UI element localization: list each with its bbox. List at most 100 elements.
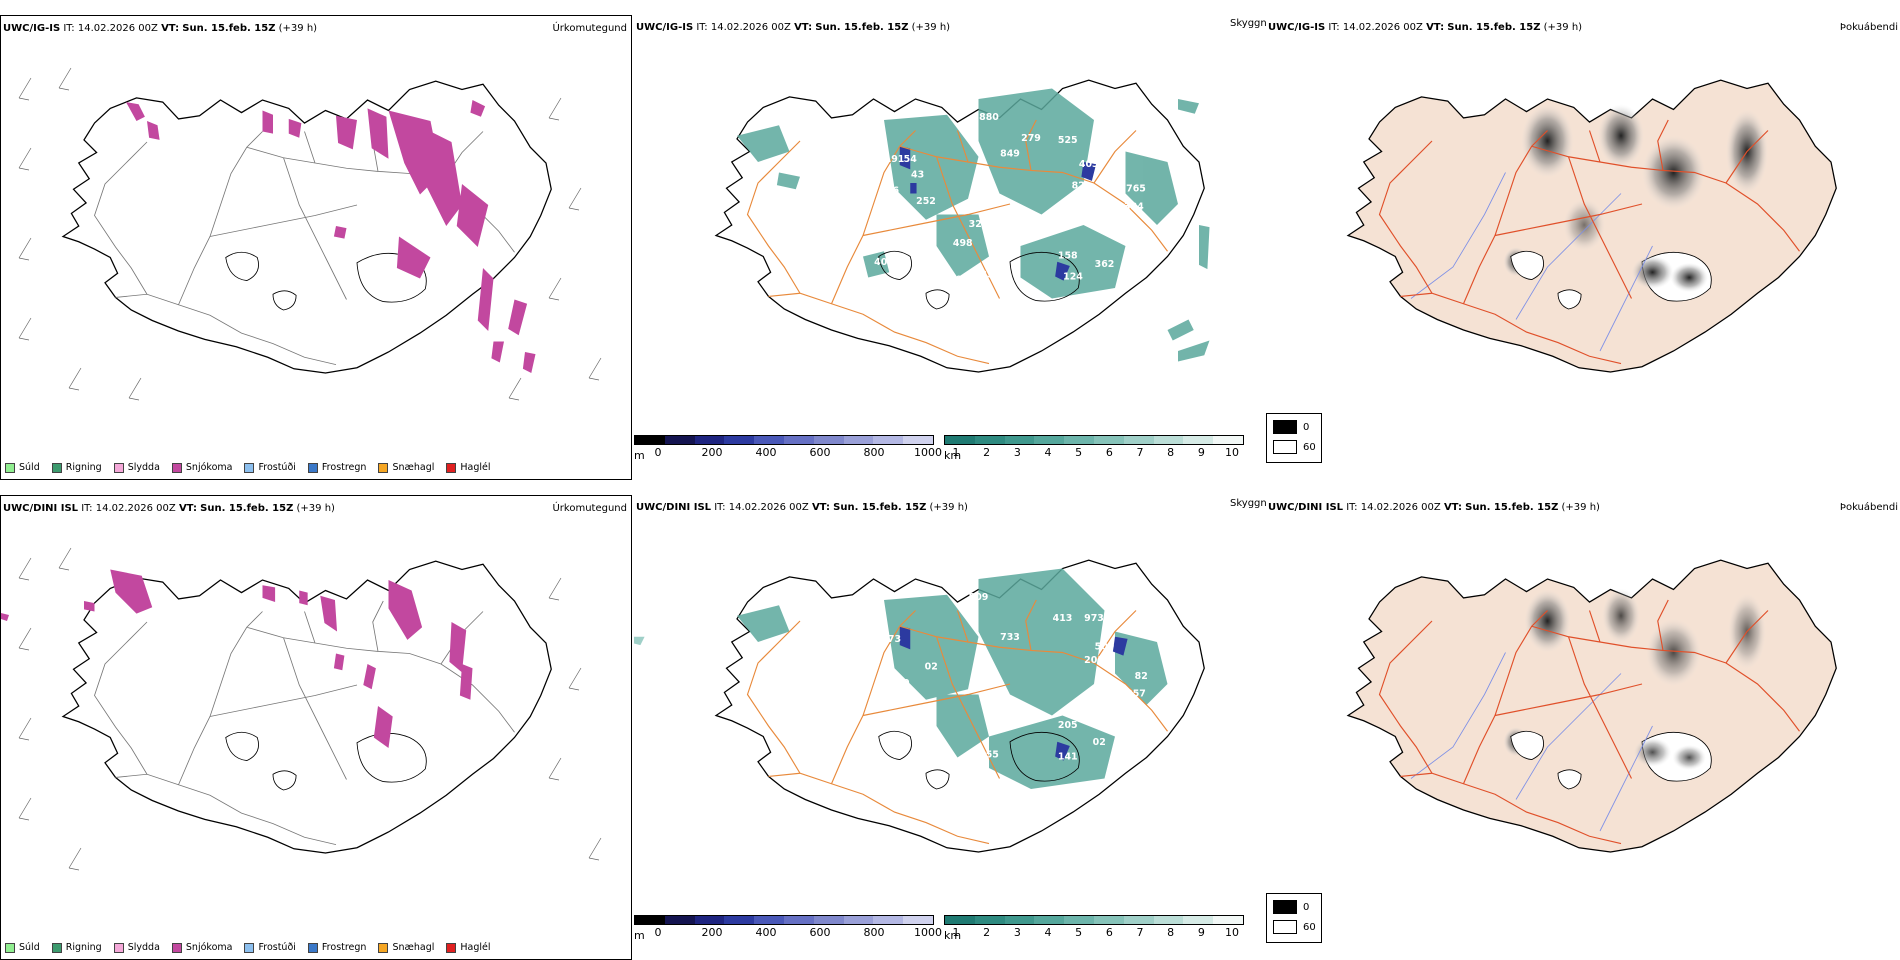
precip-type-panel-row1: UWC/IG-IS IT: 14.02.2026 00Z VT: Sun. 15… [0,15,632,480]
colorbar-ticks: 0 200 400 600 800 1000 [634,446,943,459]
legend-swatch [446,942,457,953]
colorbar-ticks: 0 200 400 600 800 1000 [634,926,943,939]
colorbar-tick: 2 [983,446,991,459]
cloud-base-label: 191 [885,154,905,165]
cloud-base-label: 201 [1084,655,1104,666]
legend-swatch [171,462,182,473]
cloud-base-label: 02 [925,661,938,672]
precip-type-legend: Súld Rigning Slydda Snjókoma Frostúði Frostre… [5,462,491,473]
legend-item: Súld [5,942,40,953]
colorbar-tick: 1 [952,446,960,459]
visibility-colorbar: km 1 2 3 4 5 6 7 8 9 10 [944,435,1244,462]
legend-label: Súld [19,462,40,473]
colorbar-tick: 5 [1075,446,1083,459]
legend-label: Snæhagl [392,462,435,473]
legend-item: Rigning [51,942,102,953]
colorbar-tick: 5 [1075,926,1083,939]
panel-title: UWC/IG-IS IT: 14.02.2026 00Z VT: Sun. 15… [3,23,318,34]
legend-label: Frostregn [321,942,367,953]
legend-swatch [244,942,255,953]
panel-title: UWC/IG-IS IT: 14.02.2026 00Z VT: Sun. 15… [636,22,951,33]
colorbar-tick: 3 [1013,446,1021,459]
cloud-base-label: 252 [916,196,936,207]
fog-panel-row1: UWC/IG-IS IT: 14.02.2026 00Z VT: Sun. 15… [1266,15,1898,480]
legend-item: Frostúði [244,462,296,473]
cloud-base-label: 73 [888,634,901,645]
panel-title: UWC/DINI ISL IT: 14.02.2026 00Z VT: Sun.… [1268,502,1600,513]
colorbar-unit: km [944,929,962,942]
cloud-base-label: 400 [890,678,910,689]
ceiling-map: 809 413 973 733 73 509 400 02 201 82 257 205 355 141 0… [634,559,1205,853]
legend-swatch [5,462,15,473]
legend-label: Haglél [460,942,491,953]
coastline [1347,559,1837,853]
legend-label: Snjókoma [185,942,233,953]
fog-map [1347,559,1837,853]
cloud-base-label: 403 [1079,159,1099,170]
colorbar-tick: 800 [863,926,885,939]
legend-label: Frostúði [258,942,296,953]
colorbar-tick: 600 [809,446,831,459]
legend-item: Frostregn [307,462,366,473]
colorbar-tick: 7 [1136,926,1144,939]
legend-item: Snæhagl [378,942,434,953]
legend-label: Haglél [460,462,491,473]
cloud-base-label: 405 [874,257,894,268]
colorbar-tick: 4 [1044,446,1052,459]
ceiling-colorbar: m 0 200 400 600 800 1000 [634,915,943,942]
legend-swatch [51,942,62,953]
cloud-base-label: 158 [1058,251,1078,262]
cloud-base-label: 217 [885,198,905,209]
cloud-base-label: 245 [1116,219,1136,230]
cloud-base-label: 124 [1063,272,1083,283]
legend-item: Súld [5,462,40,473]
panel-name-fog: Þokuábendi [1839,22,1898,33]
panel-name-ceiling: Skyggni [1230,498,1270,509]
cloud-base-label: 973 [1084,613,1104,624]
cloud-base-labels: 809 413 973 733 73 509 400 02 201 82 257 205 355 141 0… [888,592,1148,763]
panel-name-ceiling: Skyggni [1230,18,1270,29]
cloud-base-label: 02 [1093,737,1106,748]
colorbar-swatches [944,915,1244,925]
legend-item: Haglél [446,462,491,473]
cloud-base-label: 326 [969,219,989,230]
legend-label: Snæhagl [392,942,435,953]
panel-title: UWC/DINI ISL IT: 14.02.2026 00Z VT: Sun.… [636,502,968,513]
legend-item: Slydda [113,942,160,953]
legend-swatch [446,462,457,473]
colorbar-tick: 400 [755,446,777,459]
colorbar-tick: 200 [701,926,723,939]
cloud-base-label: 220 [942,275,962,286]
cloud-base-label: 82 [1072,180,1085,191]
legend-label: Rigning [65,942,102,953]
cloud-base-label: 880 [979,112,999,123]
wind-barbs [18,547,602,871]
cloud-base-label: 498 [953,238,973,249]
colorbar-ticks: 1 2 3 4 5 6 7 8 9 10 [944,446,1244,459]
cloud-base-label: 205 [1058,720,1078,731]
legend-label: Súld [19,942,40,953]
ceiling-panel-row2: UWC/DINI ISL IT: 14.02.2026 00Z VT: Sun.… [634,495,1270,960]
cloud-base-label: 141 [1058,752,1078,763]
colorbar-tick: 1000 [914,446,942,459]
colorbar-tick: 9 [1197,446,1205,459]
colorbar-tick: 0 [654,926,662,939]
cloud-base-label: 43 [911,170,924,181]
legend-item: Snæhagl [378,462,434,473]
visibility-areas [737,88,1210,362]
legend-item: Frostúði [244,942,296,953]
colorbar-tick: 3 [1013,926,1021,939]
legend-item: Snjókoma [171,462,232,473]
colorbar-tick: 10 [1225,446,1239,459]
legend-item: Snjókoma [171,942,233,953]
colorbar-tick: 6 [1105,926,1113,939]
ceiling-panel-row1: UWC/IG-IS IT: 14.02.2026 00Z VT: Sun. 15… [634,15,1270,480]
legend-label: Frostúði [258,462,296,473]
cloud-base-label: 279 [1021,133,1041,144]
visibility-areas [737,568,1168,789]
cloud-base-label: 257 [1126,689,1146,700]
colorbar-unit: m [634,449,645,462]
precip-type-legend: Súld Rigning Slydda Snjókoma Frostúði Frostre… [5,942,491,953]
